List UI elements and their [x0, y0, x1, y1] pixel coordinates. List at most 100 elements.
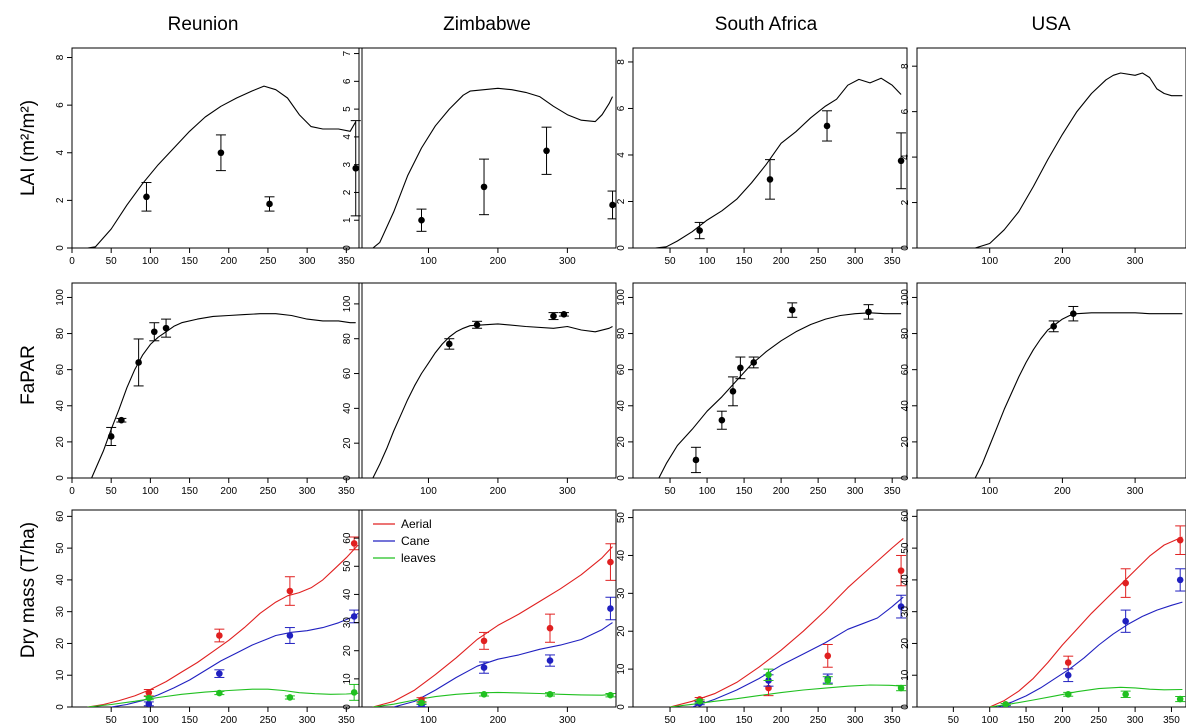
- data-point: [473, 321, 481, 329]
- x-tick-label: 250: [810, 486, 827, 497]
- y-tick-label: 60: [900, 364, 911, 376]
- y-tick-label: 0: [55, 475, 66, 481]
- y-tick-label: 40: [616, 400, 627, 412]
- x-tick-label: 150: [181, 256, 198, 267]
- series-line-cane: [393, 622, 613, 707]
- data-point: [352, 164, 360, 172]
- data-point: [897, 603, 905, 610]
- row-labels: LAI (m²/m²) FaPAR Dry mass (T/ha): [18, 100, 39, 658]
- data-point: [1064, 671, 1072, 679]
- y-tick-label: 20: [55, 436, 66, 448]
- data-point: [266, 200, 273, 208]
- x-tick-label: 200: [773, 256, 790, 267]
- y-tick-label: 0: [55, 245, 66, 251]
- panel-data: [372, 311, 613, 478]
- data-point: [418, 699, 425, 707]
- y-tick-label: 6: [342, 78, 353, 84]
- panel-data: [974, 305, 1183, 478]
- y-tick-label: 20: [900, 436, 911, 448]
- x-tick-label: 300: [559, 486, 576, 497]
- x-tick-label: 200: [220, 486, 237, 497]
- x-tick-label: 350: [338, 486, 355, 497]
- series-line-model: [91, 313, 356, 478]
- series-line-aerial: [87, 544, 359, 707]
- data-point: [286, 632, 294, 639]
- x-tick-label: 300: [847, 486, 864, 497]
- series-line-leaves: [989, 686, 1183, 707]
- data-point: [1176, 695, 1184, 703]
- y-tick-label: 0: [616, 245, 627, 251]
- y-tick-label: 100: [55, 289, 66, 306]
- series-line-leaves: [669, 684, 904, 707]
- x-tick-label: 300: [847, 715, 864, 726]
- data-point: [607, 691, 614, 699]
- data-point: [609, 201, 616, 209]
- panel-data: [372, 543, 616, 707]
- x-tick-label: 300: [1127, 256, 1144, 267]
- data-point: [217, 149, 225, 157]
- x-tick-label: 350: [338, 715, 355, 726]
- y-tick-label: 0: [900, 475, 911, 481]
- x-tick-label: 300: [847, 256, 864, 267]
- y-tick-label: 50: [55, 542, 66, 554]
- data-point: [118, 416, 125, 424]
- data-point: [546, 691, 554, 698]
- data-point: [286, 587, 294, 595]
- x-tick-label: 200: [490, 256, 507, 267]
- data-point: [480, 183, 488, 191]
- panel-frame: [358, 282, 617, 479]
- data-point: [350, 613, 358, 620]
- data-point: [216, 689, 223, 697]
- panel-frame: [632, 509, 908, 708]
- y-tick-label: 60: [55, 364, 66, 376]
- x-tick-label: 100: [699, 256, 716, 267]
- y-tick-label: 50: [616, 512, 627, 524]
- data-point: [696, 227, 703, 234]
- x-tick-label: 200: [490, 715, 507, 726]
- data-point: [350, 540, 358, 547]
- x-tick-label: 50: [106, 715, 118, 726]
- y-tick-label: 30: [900, 606, 911, 618]
- data-point: [897, 684, 905, 692]
- y-tick-label: 40: [342, 588, 353, 600]
- y-tick-label: 40: [55, 400, 66, 412]
- y-tick-label: 60: [342, 368, 353, 380]
- y-tick-label: 5: [342, 106, 353, 112]
- x-tick-label: 50: [664, 715, 676, 726]
- y-tick-label: 40: [616, 549, 627, 561]
- x-tick-label: 250: [260, 256, 277, 267]
- column-title-zimbabwe: Zimbabwe: [443, 14, 531, 35]
- y-tick-label: 20: [616, 625, 627, 637]
- data-point: [480, 691, 488, 698]
- y-tick-label: 6: [55, 102, 66, 108]
- y-tick-label: 4: [616, 152, 627, 158]
- data-point: [107, 433, 115, 440]
- data-point: [897, 567, 905, 574]
- y-tick-label: 2: [616, 198, 627, 204]
- y-tick-label: 2: [55, 197, 66, 203]
- y-tick-label: 4: [55, 150, 66, 156]
- y-tick-label: 20: [342, 645, 353, 657]
- x-tick-label: 100: [981, 486, 998, 497]
- panel-frame: [71, 509, 363, 708]
- panel-data: [87, 536, 360, 707]
- data-point: [135, 359, 142, 366]
- series-line-model: [87, 85, 357, 248]
- data-point: [1122, 617, 1129, 625]
- series-line-cane: [996, 601, 1183, 707]
- row-label-fapar: FaPAR: [18, 345, 39, 405]
- y-tick-label: 10: [616, 663, 627, 675]
- y-tick-label: 8: [55, 54, 66, 60]
- panel-mass-zimbabwe: 100 200 300 0 10 20 30 40 50 60 Aerial Cane leaves: [342, 509, 617, 726]
- data-point: [729, 388, 737, 395]
- panel-data: [989, 525, 1186, 707]
- series-line-model: [975, 72, 1183, 248]
- x-tick-label: 250: [810, 256, 827, 267]
- series-line-model: [974, 312, 1183, 478]
- series-line-cane: [692, 596, 904, 707]
- y-tick-label: 10: [55, 669, 66, 681]
- data-point: [1176, 536, 1184, 544]
